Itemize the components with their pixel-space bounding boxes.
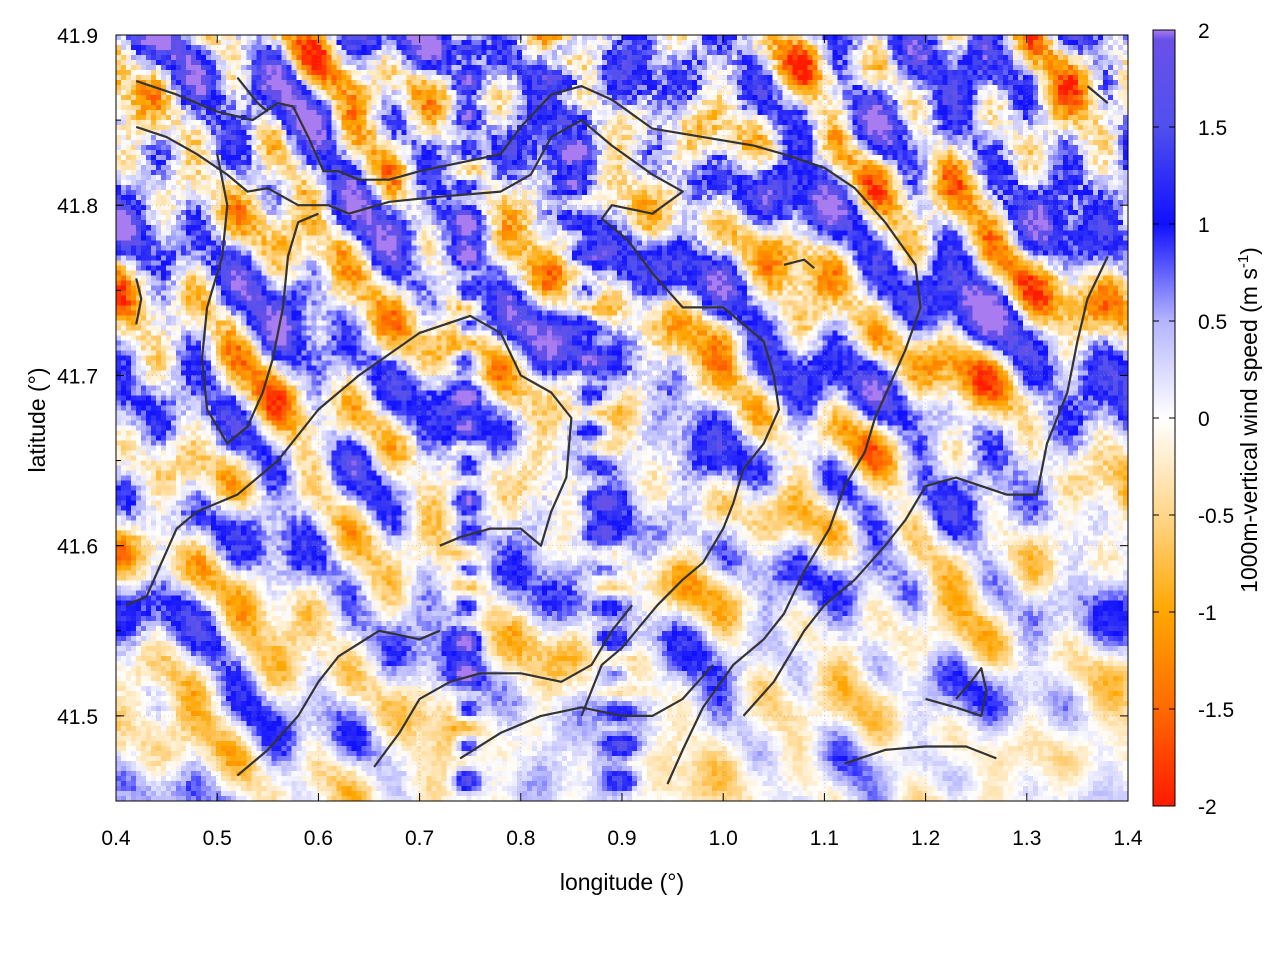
x-tick-label: 0.7: [405, 827, 434, 850]
y-axis: 41.5 41.6 41.7 41.8 41.9: [57, 25, 1128, 802]
x-tick-label: 0.8: [506, 827, 535, 850]
y-tick-label: 41.8: [57, 195, 98, 218]
colorbar-tick-label: 1: [1198, 214, 1210, 237]
colorbar-tick-label: -0.5: [1198, 505, 1234, 528]
contour-line: [236, 629, 441, 777]
x-tick-label: 1.1: [810, 827, 839, 850]
heatmap-image: [116, 35, 1128, 801]
contour-line: [925, 667, 988, 717]
contour-line: [135, 79, 294, 122]
x-tick-label: 1.4: [1113, 827, 1143, 850]
x-tick-label: 1.0: [709, 827, 738, 850]
colorbar-tick-label: 1.5: [1198, 117, 1227, 140]
y-axis-label: latitude (°): [24, 367, 50, 472]
x-axis: 0.4 0.5 0.6 0.7 0.8 0.9 1.0 1.1 1.2 1.3 1.4: [101, 35, 1143, 850]
x-tick-label: 0.6: [304, 827, 333, 850]
x-tick-label: 1.2: [911, 827, 940, 850]
contour-line: [135, 278, 143, 325]
contour-line: [135, 119, 780, 717]
grid: [116, 35, 1128, 801]
contour-line: [200, 153, 319, 445]
contour-line: [844, 745, 997, 765]
x-tick-label: 0.9: [607, 827, 636, 850]
contour-line: [373, 604, 633, 768]
y-tick-label: 41.6: [57, 536, 98, 559]
colorbar-label: 1000m-vertical wind speed (m s-1): [1235, 247, 1262, 593]
contour-line: [236, 76, 269, 113]
colorbar-tick-label: 0.5: [1198, 311, 1227, 334]
contour-line: [1086, 85, 1109, 104]
x-tick-label: 0.4: [101, 827, 131, 850]
heatmap: [116, 35, 1128, 801]
colorbar-tick-label: 2: [1198, 20, 1210, 43]
x-tick-label: 1.3: [1012, 827, 1041, 850]
y-tick-label: 41.9: [57, 25, 98, 48]
y-tick-label: 41.7: [57, 365, 98, 388]
y-tick-label: 41.5: [57, 706, 98, 729]
colorbar: 2 1.5 1 0.5 0 -0.5 -1 -1.5 -2: [1152, 20, 1234, 819]
contour-line: [292, 85, 922, 785]
colorbar-tick-label: -1.5: [1198, 699, 1234, 722]
colorbar-tick-label: -1: [1198, 602, 1217, 625]
x-axis-label: longitude (°): [560, 869, 684, 895]
contour-lines: [125, 76, 1109, 785]
contour-line: [459, 664, 714, 760]
colorbar-tick-label: -2: [1198, 796, 1217, 819]
colorbar-tick-label: 0: [1198, 408, 1210, 431]
contour-line: [742, 255, 1109, 717]
x-tick-label: 0.5: [203, 827, 232, 850]
contour-line: [783, 258, 816, 270]
contour-line: [125, 314, 573, 607]
